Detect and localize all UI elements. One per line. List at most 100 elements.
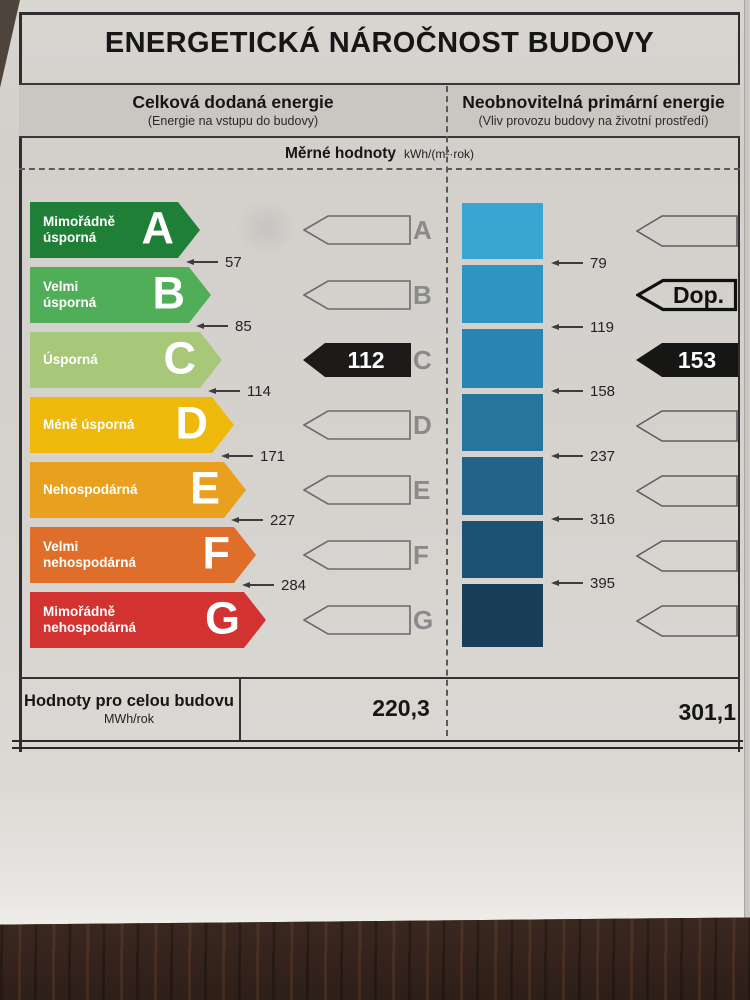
- tick-line: [559, 455, 583, 457]
- band-label: nehospodárná: [43, 620, 137, 635]
- tick-arrow-icon: [196, 323, 204, 329]
- primary-scale-value: 316: [590, 510, 616, 528]
- header-delivered-energy: Celková dodaná energie (Energie na vstup…: [19, 85, 447, 136]
- delivered-empty-arrow-f: [303, 540, 411, 570]
- dashed-column-divider: [446, 86, 448, 736]
- band-label: úsporná: [43, 295, 97, 310]
- band-label: Mimořádně: [43, 604, 116, 619]
- tick-arrow-icon: [551, 388, 559, 394]
- primary-empty-arrow-g: [636, 605, 738, 637]
- primary-rating-value: 153: [677, 346, 717, 373]
- dop-arrow-outline: [634, 278, 738, 312]
- band-letter-b: B: [152, 267, 185, 319]
- frame-top-border: [19, 12, 740, 15]
- blue-scale-block-b: [462, 265, 543, 323]
- band-label: nehospodárná: [43, 555, 137, 570]
- band-letter-f: F: [202, 527, 230, 579]
- delivered-scale-tick: 85: [196, 316, 252, 336]
- delivered-scale-tick: 114: [208, 381, 271, 401]
- blue-scale-block-d: [462, 394, 543, 451]
- tick-arrow-icon: [551, 324, 559, 330]
- primary-scale-tick: 237: [551, 446, 615, 466]
- band-arrow-a: Mimořádně úsporná A: [30, 202, 200, 258]
- band-letter-d: D: [175, 397, 208, 449]
- totals-row-top-border: [19, 677, 740, 679]
- scale-letter-d: D: [413, 410, 432, 440]
- scale-letter-c: C: [413, 345, 432, 375]
- tick-arrow-icon: [551, 516, 559, 522]
- scale-letter-f: F: [413, 540, 429, 570]
- band-letter-c: C: [163, 332, 196, 384]
- band-label: Velmi: [43, 279, 79, 294]
- primary-scale-tick: 158: [551, 381, 615, 401]
- tick-line: [194, 261, 218, 263]
- delivered-rating-value: 112: [347, 346, 385, 373]
- totals-label-divider: [239, 677, 241, 740]
- primary-empty-arrow-f: [636, 540, 738, 572]
- primary-empty-arrow-e: [636, 475, 738, 507]
- scale-letter-e: E: [413, 475, 431, 505]
- tick-line: [559, 262, 583, 264]
- tick-arrow-icon: [208, 388, 216, 394]
- tick-line: [229, 455, 253, 457]
- units-row: Měrné hodnoty kWh/(m²·rok): [19, 140, 740, 168]
- blue-scale-block-f: [462, 521, 543, 578]
- primary-scale-value: 119: [590, 318, 614, 336]
- tick-line: [204, 325, 228, 327]
- delivered-scale-tick: 284: [242, 575, 306, 595]
- band-arrow-f: Velmi nehospodárná F: [30, 527, 256, 583]
- tick-arrow-icon: [231, 517, 239, 523]
- scale-letter-a: A: [413, 215, 432, 245]
- primary-scale-tick: 316: [551, 509, 615, 529]
- primary-empty-arrow-d: [636, 410, 738, 442]
- band-arrow-b: Velmi úsporná B: [30, 267, 211, 323]
- delivered-rating-arrow: 112: [303, 343, 411, 377]
- tick-arrow-icon: [551, 260, 559, 266]
- paper-smudge: [224, 190, 308, 266]
- frame-left-border: [19, 12, 22, 752]
- delivered-scale-tick: 57: [186, 252, 242, 272]
- recommended-label: Dop.: [672, 281, 725, 308]
- delivered-scale-value: 227: [270, 511, 296, 529]
- tick-arrow-icon: [551, 580, 559, 586]
- header-delivered-subtitle: (Energie na vstupu do budovy): [147, 114, 319, 128]
- tick-line: [559, 582, 583, 584]
- dashed-horizontal-divider: [19, 168, 740, 170]
- primary-scale-tick: 79: [551, 253, 607, 273]
- delivered-scale-value: 57: [225, 253, 242, 271]
- tick-line: [239, 519, 263, 521]
- band-label: úsporná: [43, 230, 97, 245]
- delivered-scale-tick: 227: [231, 510, 295, 530]
- band-label: Velmi: [43, 539, 79, 554]
- delivered-scale-tick: 171: [221, 446, 285, 466]
- blue-scale-block-c: [462, 329, 543, 388]
- band-arrow-d: Méně úsporná D: [30, 397, 234, 453]
- primary-scale-tick: 395: [551, 573, 615, 593]
- band-label: Méně úsporná: [43, 417, 135, 432]
- tick-line: [250, 584, 274, 586]
- primary-rating-arrow: 153: [636, 343, 738, 377]
- band-label: Mimořádně: [43, 214, 116, 229]
- table-corner-wedge: [0, 0, 20, 88]
- header-primary-title: Neobnovitelná primární energie: [462, 92, 725, 112]
- delivered-empty-arrow-e: [303, 475, 411, 505]
- frame-bottom-double-border: [12, 740, 743, 749]
- header-primary-energy: Neobnovitelná primární energie (Vliv pro…: [447, 85, 740, 136]
- delivered-empty-arrow-g: [303, 605, 411, 635]
- delivered-scale-value: 284: [281, 576, 307, 594]
- tick-line: [216, 390, 240, 392]
- frame-right-border: [737, 12, 740, 752]
- primary-total-value: 301,1: [678, 699, 736, 725]
- totals-label: Hodnoty pro celou budovu: [24, 691, 234, 710]
- blue-scale-block-e: [462, 457, 543, 515]
- delivered-empty-arrow-d: [303, 410, 411, 440]
- band-arrow-e: Nehospodárná E: [30, 462, 246, 518]
- wood-table-surface: [0, 917, 750, 1000]
- band-label: Úsporná: [43, 352, 98, 367]
- delivered-empty-arrow-b: [303, 280, 411, 310]
- delivered-scale-value: 114: [247, 382, 271, 400]
- header-band: [19, 83, 740, 138]
- delivered-scale-value: 85: [235, 317, 252, 335]
- primary-scale-tick: 119: [551, 317, 614, 337]
- band-letter-e: E: [189, 462, 220, 514]
